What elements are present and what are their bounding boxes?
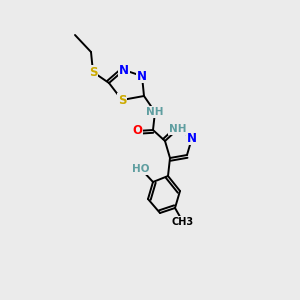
- Text: O: O: [132, 124, 142, 137]
- Text: N: N: [119, 64, 129, 76]
- Text: N: N: [187, 131, 197, 145]
- Text: NH: NH: [146, 107, 164, 117]
- Text: HO: HO: [132, 164, 150, 174]
- Text: S: S: [118, 94, 126, 106]
- Text: N: N: [137, 70, 147, 83]
- Text: NH: NH: [169, 124, 187, 134]
- Text: CH3: CH3: [172, 217, 194, 227]
- Text: S: S: [89, 65, 97, 79]
